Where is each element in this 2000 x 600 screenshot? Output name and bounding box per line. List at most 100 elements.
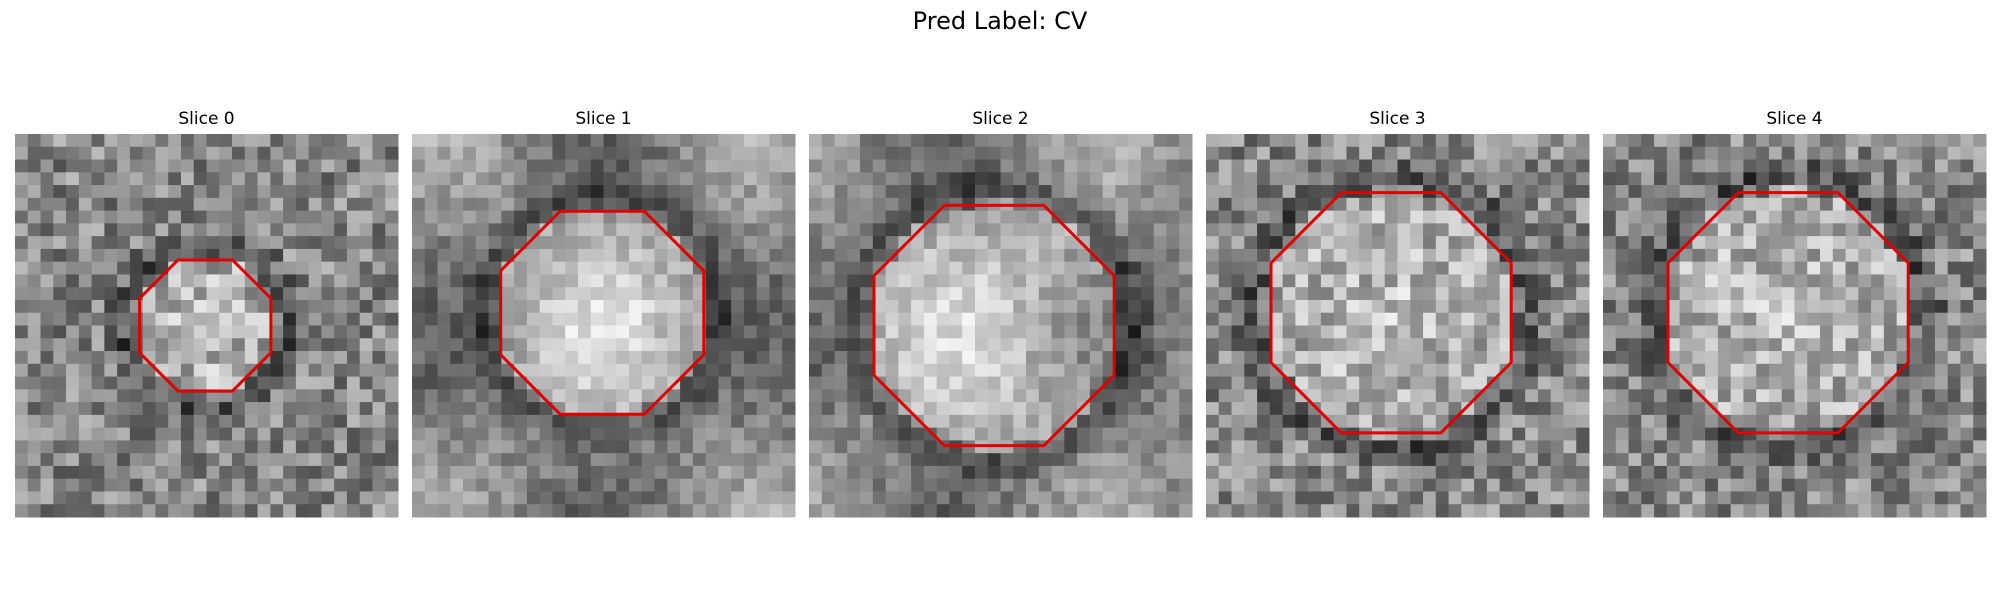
pixel <box>1140 172 1155 186</box>
pixel <box>1320 223 1335 237</box>
pixel <box>1960 440 1974 454</box>
pixel <box>219 172 233 186</box>
pixel <box>577 389 592 403</box>
pixel <box>769 312 783 326</box>
pixel <box>911 440 925 454</box>
pixel <box>1858 376 1872 390</box>
pixel <box>1320 427 1335 441</box>
pixel <box>911 363 925 378</box>
pixel <box>206 185 220 199</box>
pixel <box>526 402 541 416</box>
pixel <box>782 389 796 403</box>
pixel <box>91 134 105 148</box>
pixel <box>219 504 233 518</box>
pixel <box>1474 134 1488 148</box>
pixel <box>244 223 259 237</box>
pixel <box>1654 491 1668 505</box>
pixel <box>334 287 348 301</box>
pixel <box>1346 325 1360 339</box>
pixel <box>1756 453 1770 467</box>
pixel <box>1257 248 1271 263</box>
pixel <box>15 248 29 263</box>
pixel <box>847 478 861 492</box>
pixel <box>232 338 246 352</box>
pixel <box>1832 414 1847 429</box>
pixel <box>1705 261 1719 275</box>
pixel <box>962 223 976 237</box>
pixel <box>488 236 502 250</box>
pixel <box>1308 185 1322 199</box>
pixel <box>782 478 796 492</box>
pixel <box>1563 261 1577 275</box>
pixel <box>629 159 643 173</box>
pixel <box>232 325 246 339</box>
pixel <box>1756 465 1770 480</box>
pixel <box>27 402 42 416</box>
pixel <box>1922 197 1936 212</box>
pixel <box>590 185 604 199</box>
pixel <box>334 185 348 199</box>
pixel <box>756 504 770 518</box>
pixel <box>27 376 42 390</box>
pixel <box>40 236 54 250</box>
pixel <box>552 223 566 237</box>
pixel <box>1320 491 1335 505</box>
pixel <box>629 299 643 314</box>
pixel <box>219 453 233 467</box>
pixel <box>667 325 681 339</box>
pixel <box>743 440 758 454</box>
pixel <box>1820 312 1834 326</box>
pixel <box>590 491 604 505</box>
pixel <box>346 299 361 314</box>
pixel <box>743 312 758 326</box>
pixel <box>641 197 656 212</box>
pixel <box>1934 185 1949 199</box>
pixel <box>1628 134 1642 148</box>
pixel <box>78 134 93 148</box>
pixel <box>1730 172 1744 186</box>
pixel <box>1102 134 1116 148</box>
pixel <box>1603 134 1617 148</box>
pixel <box>1257 261 1271 275</box>
pixel <box>1615 261 1630 275</box>
pixel <box>1717 134 1732 148</box>
pixel <box>1448 440 1462 454</box>
pixel <box>526 210 541 224</box>
pixel <box>1077 223 1091 237</box>
pixel <box>1461 427 1475 441</box>
pixel <box>1128 427 1142 441</box>
pixel <box>1115 274 1129 288</box>
pixel <box>1089 134 1104 148</box>
pixel <box>1781 491 1795 505</box>
pixel <box>911 338 925 352</box>
pixel <box>437 427 451 441</box>
pixel <box>1934 172 1949 186</box>
pixel <box>756 287 770 301</box>
pixel <box>872 312 887 326</box>
pixel <box>936 325 950 339</box>
pixel <box>629 389 643 403</box>
pixel <box>1960 299 1974 314</box>
pixel <box>514 134 528 148</box>
pixel <box>1525 299 1539 314</box>
pixel <box>244 134 259 148</box>
pixel <box>616 440 630 454</box>
pixel <box>911 427 925 441</box>
pixel <box>372 248 386 263</box>
pixel <box>283 402 297 416</box>
pixel <box>1089 185 1104 199</box>
pixel <box>1641 172 1655 186</box>
pixel <box>450 363 464 378</box>
pixel <box>1883 504 1898 518</box>
pixel <box>437 504 451 518</box>
pixel <box>193 491 207 505</box>
pixel <box>1858 210 1872 224</box>
pixel <box>1883 236 1898 250</box>
pixel <box>53 504 67 518</box>
pixel <box>1026 159 1040 173</box>
pixel <box>1896 223 1910 237</box>
pixel <box>667 274 681 288</box>
pixel <box>1461 210 1475 224</box>
pixel <box>450 440 464 454</box>
pixel <box>193 363 207 378</box>
